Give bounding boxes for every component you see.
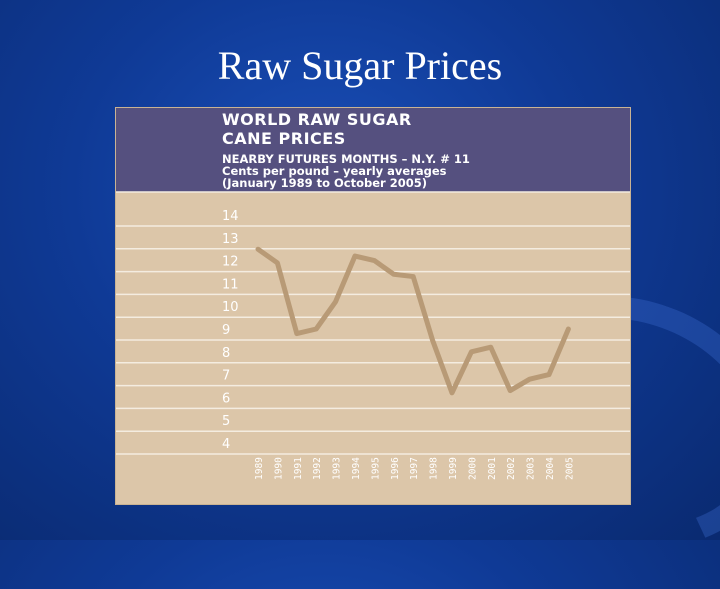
y-tick-label: 8: [222, 346, 230, 361]
y-tick-label: 4: [222, 437, 230, 452]
y-tick-label: 7: [222, 369, 230, 384]
y-tick-label: 12: [222, 255, 239, 270]
x-tick-label: 1996: [390, 457, 401, 480]
x-tick-label: 2001: [487, 457, 498, 480]
y-tick-label: 9: [222, 323, 230, 338]
y-tick-label: 14: [222, 209, 239, 224]
x-tick-label: 1989: [254, 457, 265, 480]
price-line-chart: 4 5 6 7 8 9 10 11 12 13 14 1989 1990 1991 1992 1993 1994…: [116, 108, 630, 504]
slide-title: Raw Sugar Prices: [0, 42, 720, 89]
x-tick-label: 2000: [467, 457, 478, 480]
x-tick-label: 1992: [312, 457, 323, 480]
gridlines: [116, 192, 630, 454]
chart-panel: WORLD RAW SUGAR CANE PRICES NEARBY FUTUR…: [116, 108, 630, 504]
x-tick-label: 1990: [273, 457, 284, 480]
y-tick-label: 11: [222, 277, 239, 292]
y-tick-label: 5: [222, 414, 230, 429]
y-tick-label: 10: [222, 300, 239, 315]
x-tick-label: 1991: [293, 457, 304, 480]
y-tick-label: 13: [222, 232, 239, 247]
x-tick-label: 1997: [409, 457, 420, 480]
y-tick-label: 6: [222, 391, 230, 406]
x-tick-label: 1998: [429, 457, 440, 480]
x-tick-label: 2002: [506, 457, 517, 480]
x-tick-label: 2003: [526, 457, 537, 480]
x-tick-label: 1994: [351, 457, 362, 480]
price-series-line: [258, 249, 568, 393]
x-tick-label: 1999: [448, 457, 459, 480]
x-tick-label: 1995: [370, 457, 381, 480]
x-tick-label: 2005: [564, 457, 575, 480]
x-tick-label: 1993: [332, 457, 343, 480]
x-tick-label: 2004: [545, 457, 556, 480]
